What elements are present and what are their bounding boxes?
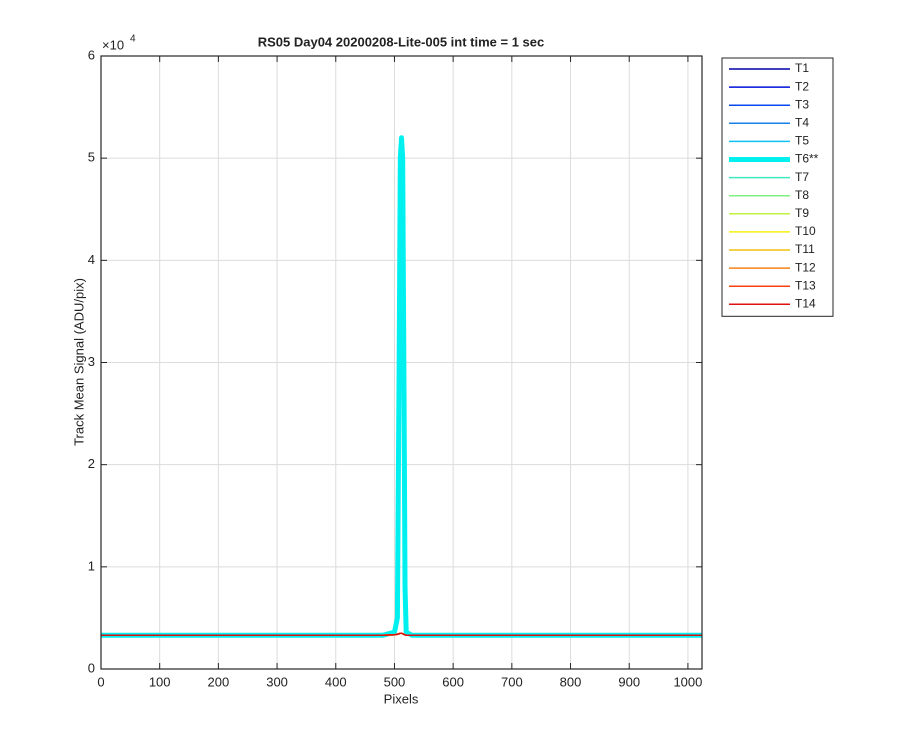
x-tick-label: 200: [208, 674, 230, 689]
data-line: [101, 632, 702, 637]
y-tick-label: 1: [88, 558, 95, 573]
legend-label: T14: [795, 296, 816, 310]
plot-frame: [100, 55, 703, 670]
legend-label: T1: [795, 61, 809, 75]
legend-label: T12: [795, 260, 816, 274]
legend-label: T2: [795, 79, 809, 93]
y-tick-label: 4: [88, 252, 95, 267]
x-axis-label: Pixels: [384, 691, 419, 706]
x-tick-label: 800: [560, 674, 582, 689]
legend-label: T7: [795, 170, 809, 184]
y-multiplier-exponent: 4: [130, 34, 136, 45]
legend-label: T3: [795, 97, 809, 111]
x-tick-label: 0: [97, 674, 104, 689]
legend-label: T13: [795, 278, 816, 292]
x-tick-label: 600: [442, 674, 464, 689]
legend-label: T6**: [795, 152, 819, 166]
y-tick-label: 6: [88, 47, 95, 62]
y-axis-label: Track Mean Signal (ADU/pix): [71, 278, 86, 446]
legend-label: T8: [795, 188, 809, 202]
y-tick-label: 2: [88, 456, 95, 471]
legend-label: T5: [795, 134, 809, 148]
chart-title: RS05 Day04 20200208-Lite-005 int time = …: [258, 34, 545, 49]
x-tick-label: 1000: [673, 674, 702, 689]
legend-label: T10: [795, 224, 816, 238]
legend-label: T4: [795, 115, 809, 129]
legend-box: [721, 57, 834, 317]
x-tick-label: 700: [501, 674, 523, 689]
x-tick-label: 100: [149, 674, 171, 689]
y-multiplier-base: ×10: [102, 37, 124, 52]
legend-label: T9: [795, 206, 809, 220]
data-line: [101, 135, 702, 638]
x-tick-label: 400: [325, 674, 347, 689]
x-tick-label: 900: [618, 674, 640, 689]
x-tick-label: 300: [266, 674, 288, 689]
legend-label: T11: [795, 242, 815, 256]
x-tick-label: 500: [384, 674, 406, 689]
y-tick-label: 5: [88, 150, 95, 165]
y-tick-label: 0: [88, 660, 95, 675]
y-tick-label: 3: [88, 354, 95, 369]
